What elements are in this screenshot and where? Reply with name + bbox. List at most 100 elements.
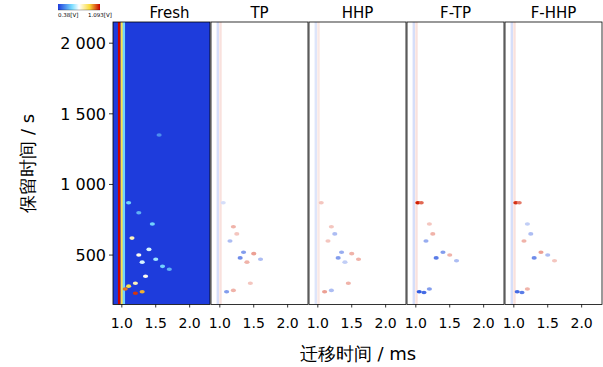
x-tick: [483, 305, 484, 308]
x-tick-label: 2.0: [179, 315, 201, 331]
spot: [140, 260, 145, 264]
spot: [129, 236, 134, 240]
spot: [329, 289, 334, 293]
spot: [143, 274, 148, 278]
panel-plot: [211, 22, 308, 305]
spot: [423, 239, 428, 243]
spot: [126, 201, 131, 205]
spot: [136, 211, 141, 215]
x-tick-label: 2.0: [375, 315, 397, 331]
spot: [440, 250, 445, 254]
x-tick: [189, 305, 190, 308]
spot: [417, 290, 422, 294]
panel-plot: [309, 22, 406, 305]
x-axis-title: 迁移时间 / ms: [300, 343, 416, 364]
spot: [224, 290, 229, 294]
color-bar-label: 1.093[V]: [88, 12, 112, 18]
ridge: [123, 22, 125, 305]
y-axis-title: 保留时间 / s: [17, 114, 38, 213]
ridge: [317, 22, 319, 305]
x-tick-label: 1.5: [341, 315, 363, 331]
spot: [258, 258, 263, 262]
spot: [238, 256, 243, 260]
panel-background: [407, 22, 504, 305]
ridge: [413, 22, 415, 305]
spot: [538, 250, 543, 254]
panel-frame: [505, 22, 602, 305]
panel-background: [113, 22, 210, 305]
y-tick-label: 1 500: [60, 105, 106, 124]
x-tick: [121, 305, 122, 308]
spot: [336, 256, 341, 260]
spot: [517, 201, 522, 205]
spot: [525, 222, 530, 226]
y-tick: [109, 255, 113, 256]
spot: [519, 291, 524, 295]
spot: [421, 291, 426, 295]
ridge: [118, 22, 120, 305]
spot: [140, 290, 145, 294]
ridge: [511, 22, 513, 305]
spot: [346, 282, 351, 286]
spot: [515, 290, 520, 294]
x-tick-label: 2.0: [571, 315, 593, 331]
spot: [167, 267, 172, 271]
ridge: [315, 22, 317, 305]
x-tick-label: 1.0: [111, 315, 133, 331]
x-tick: [317, 305, 318, 308]
x-tick-label: 1.5: [537, 315, 559, 331]
x-tick: [351, 305, 352, 308]
panel-frame: [407, 22, 504, 305]
panel-plot: [113, 22, 210, 305]
x-tick-label: 1.0: [307, 315, 329, 331]
x-tick: [253, 305, 254, 308]
spot: [150, 222, 155, 226]
panel-frame: [309, 22, 406, 305]
spot: [126, 284, 131, 288]
spot: [325, 239, 330, 243]
spot: [430, 232, 435, 236]
spot: [241, 250, 246, 254]
color-bar-label: 0.38[V]: [58, 12, 78, 18]
spot: [160, 265, 165, 269]
spot: [136, 253, 141, 257]
spot: [153, 258, 158, 262]
spot: [231, 289, 236, 293]
panel-title: TP: [249, 4, 268, 22]
panel-plot: [505, 22, 602, 305]
spot: [349, 252, 354, 256]
spot: [356, 258, 361, 262]
x-tick: [449, 305, 450, 308]
color-bar: [58, 4, 100, 10]
panel-background: [505, 22, 602, 305]
x-tick: [155, 305, 156, 308]
x-tick-label: 1.5: [439, 315, 461, 331]
spot: [332, 232, 337, 236]
panel-background: [309, 22, 406, 305]
x-tick: [513, 305, 514, 308]
x-tick: [415, 305, 416, 308]
spot: [133, 282, 138, 286]
x-tick: [385, 305, 386, 308]
spot: [427, 222, 432, 226]
x-tick: [581, 305, 582, 308]
spot: [532, 256, 537, 260]
x-tick-label: 1.0: [405, 315, 427, 331]
spot: [552, 259, 557, 263]
spot: [251, 252, 256, 256]
x-tick: [287, 305, 288, 308]
y-tick: [109, 113, 113, 114]
spot: [339, 250, 344, 254]
y-tick-label: 1 000: [60, 175, 106, 194]
spot: [123, 287, 128, 291]
spot: [434, 256, 439, 260]
spot: [221, 201, 226, 205]
spot: [146, 248, 151, 252]
x-tick-label: 1.5: [145, 315, 167, 331]
spot: [528, 232, 533, 236]
y-tick: [109, 184, 113, 185]
chart: 0.38[V]1.093[V]Fresh1.01.52.0TP1.01.52.0…: [0, 0, 603, 367]
panel-plot: [407, 22, 504, 305]
y-tick-label: 2 000: [60, 34, 106, 53]
ridge: [217, 22, 219, 305]
